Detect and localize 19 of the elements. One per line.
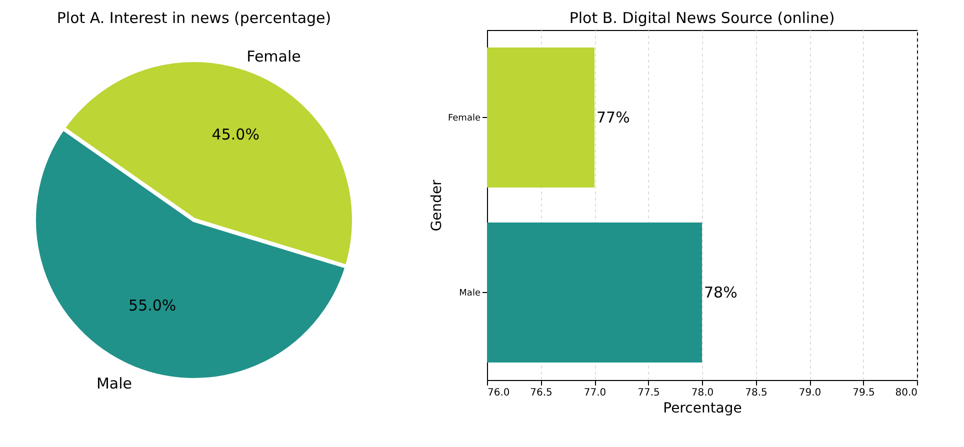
x-tick-label: 76.5 [530, 388, 552, 398]
x-tick-label: 79.5 [852, 388, 875, 398]
x-tick-label: 77.5 [638, 388, 660, 398]
slice-label: Female [246, 47, 301, 66]
chart-title: Plot A. Interest in news (percentage) [56, 9, 332, 27]
x-tick-label: 76.0 [488, 388, 510, 398]
x-tick-label: 80.0 [895, 388, 918, 398]
x-tick-label: 78.5 [745, 388, 768, 398]
x-tick-label: 78.0 [691, 388, 714, 398]
data-label: 55.0% [128, 296, 176, 314]
data-label: 77% [596, 108, 630, 126]
chart-title: Plot B. Digital News Source (online) [569, 9, 835, 27]
data-label: 78% [704, 284, 738, 302]
x-axis-title: Percentage [663, 400, 742, 416]
slice-label: Male [96, 374, 132, 393]
data-label: 45.0% [212, 126, 260, 144]
y-axis-title: Gender [428, 179, 445, 232]
x-tick-label: 77.0 [584, 388, 606, 398]
x-tick-label: 79.0 [798, 388, 822, 398]
